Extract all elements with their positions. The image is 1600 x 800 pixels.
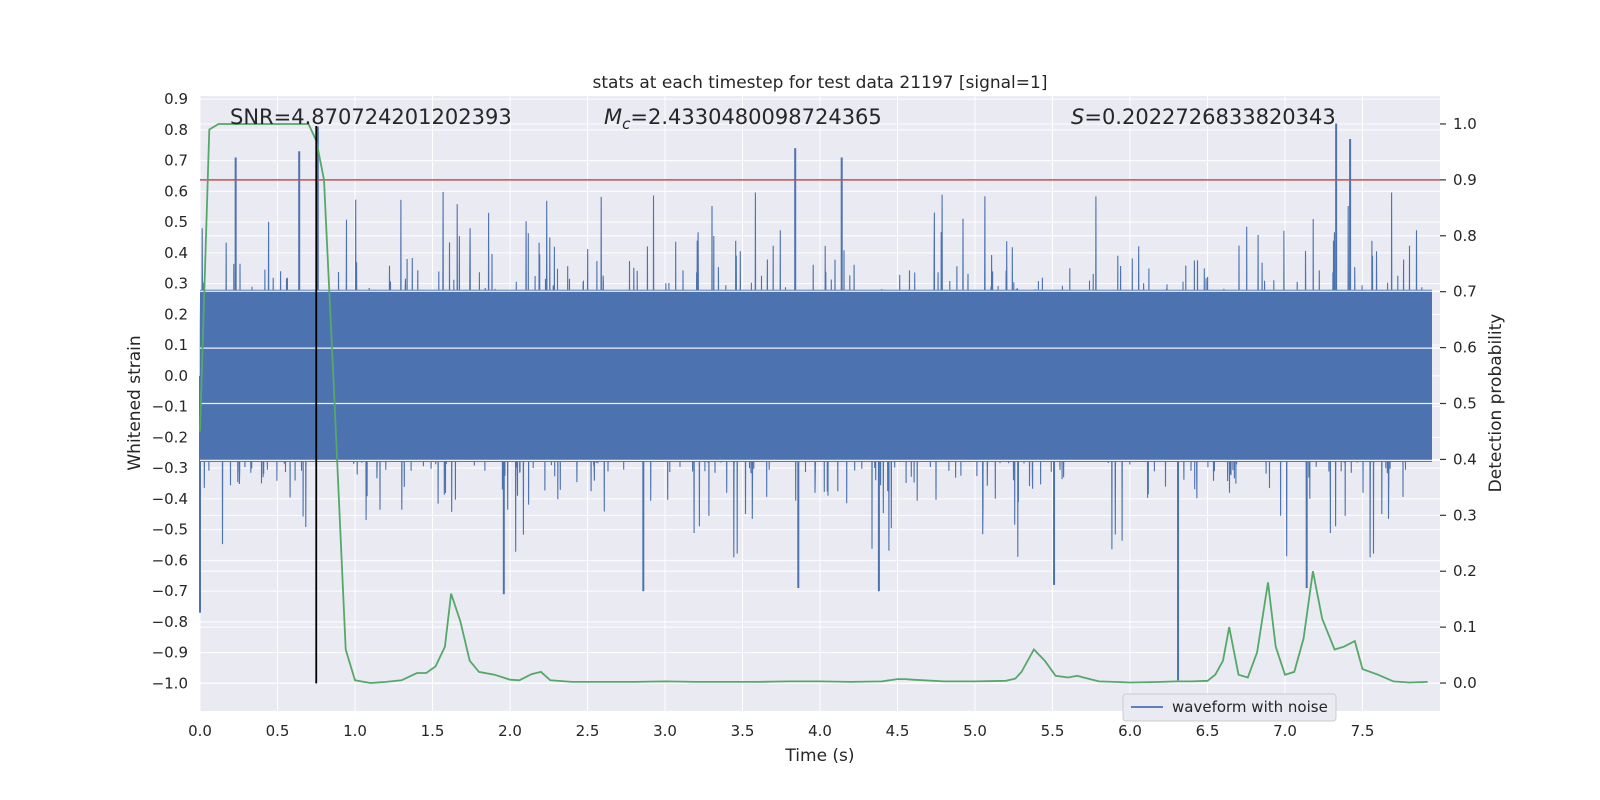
x-tick-label: 1.5	[421, 722, 445, 740]
y-tick-label: −0.3	[152, 459, 188, 477]
chirp-mass-annotation: Mc=2.4330480098724365	[604, 105, 882, 133]
y-tick-label: 0.2	[164, 305, 188, 323]
probability-line	[199, 123, 1428, 684]
overlays	[199, 123, 1440, 684]
x-tick-label: 4.0	[808, 722, 832, 740]
y-tick-label: 0.3	[164, 275, 188, 293]
y-tick-label: 0.9	[164, 90, 188, 108]
y-right-axis-ticks: 1.0 0.9 0.8 0.7 0.6 0.5 0.4 0.3 0.2 0.1 0.0	[1440, 115, 1477, 692]
snr-annotation: SNR=4.870724201202393	[230, 105, 512, 129]
y-right-axis-label: Detection probability	[1486, 314, 1506, 493]
x-axis-ticks: 0.0 0.5 1.0 1.5 2.0 2.5 3.0 3.5 4.0 4.5 5.0 5.5 6.0 6…	[188, 722, 1374, 740]
s-annotation: S=0.2022726833820343	[1071, 105, 1336, 129]
y-tick-label: −0.6	[152, 551, 188, 569]
y-right-tick-label: 0.7	[1453, 283, 1477, 301]
x-tick-label: 7.5	[1351, 722, 1375, 740]
x-tick-label: 7.0	[1273, 722, 1297, 740]
y-tick-label: 0.0	[164, 367, 188, 385]
x-tick-label: 6.0	[1118, 722, 1142, 740]
y-right-tick-label: 0.2	[1453, 562, 1477, 580]
x-tick-label: 5.0	[963, 722, 987, 740]
s-symbol: S	[1071, 105, 1084, 129]
y-right-tick-label: 1.0	[1453, 115, 1477, 133]
x-tick-label: 5.5	[1041, 722, 1065, 740]
y-tick-label: −0.4	[152, 490, 188, 508]
chirp-mass-subscript: c	[622, 115, 631, 133]
x-tick-label: 3.0	[653, 722, 677, 740]
y-tick-label: −0.2	[152, 428, 188, 446]
x-tick-label: 2.5	[576, 722, 600, 740]
x-tick-label: 0.0	[188, 722, 212, 740]
y-tick-label: 0.4	[164, 244, 188, 262]
s-value: =0.2022726833820343	[1084, 105, 1335, 129]
y-right-tick-label: 0.4	[1453, 450, 1477, 468]
waveform-series	[199, 123, 1440, 681]
y-tick-label: −0.9	[152, 644, 188, 662]
y-right-tick-label: 0.9	[1453, 171, 1477, 189]
y-tick-label: 0.7	[164, 152, 188, 170]
y-tick-label: −0.1	[152, 398, 188, 416]
y-tick-label: −0.7	[152, 582, 188, 600]
y-right-tick-label: 0.6	[1453, 339, 1477, 357]
chirp-mass-symbol: M	[604, 105, 622, 129]
legend-box	[1122, 693, 1337, 722]
y-tick-label: 0.8	[164, 121, 188, 139]
y-tick-label: −0.8	[152, 613, 188, 631]
x-tick-label: 2.0	[498, 722, 522, 740]
y-tick-label: −0.5	[152, 521, 188, 539]
y-right-tick-label: 0.3	[1453, 506, 1477, 524]
chart-title: stats at each timestep for test data 211…	[593, 73, 1048, 93]
y-tick-label: 0.1	[164, 336, 188, 354]
y-right-tick-label: 0.8	[1453, 227, 1477, 245]
x-tick-label: 6.5	[1196, 722, 1220, 740]
x-tick-label: 0.5	[266, 722, 290, 740]
y-right-tick-label: 0.1	[1453, 618, 1477, 636]
legend-label-waveform: waveform with noise	[1172, 698, 1328, 716]
x-tick-label: 1.0	[343, 722, 367, 740]
x-tick-label: 3.5	[731, 722, 755, 740]
y-tick-label: −1.0	[152, 674, 188, 692]
chirp-mass-value: =2.4330480098724365	[630, 105, 881, 129]
y-right-tick-label: 0.5	[1453, 395, 1477, 413]
waveform-core	[200, 289, 1432, 462]
y-right-tick-label: 0.0	[1453, 674, 1477, 692]
y-tick-label: 0.6	[164, 182, 188, 200]
y-axis-label: Whitened strain	[125, 335, 145, 470]
x-tick-label: 4.5	[886, 722, 910, 740]
y-axis-ticks: 0.9 0.8 0.7 0.6 0.5 0.4 0.3 0.2 0.1 0.0 −0.1 −0.2 −0…	[152, 90, 188, 692]
y-tick-label: 0.5	[164, 213, 188, 231]
x-axis-label: Time (s)	[784, 746, 854, 766]
legend: waveform with noise	[1122, 693, 1337, 722]
